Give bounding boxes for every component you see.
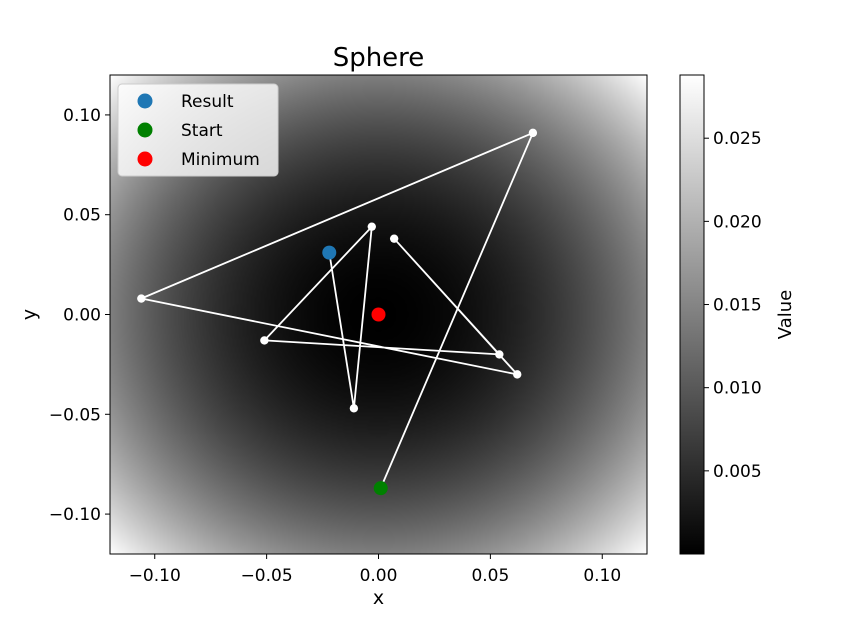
legend-marker-minimum — [137, 151, 153, 167]
x-tick-label: 0.00 — [360, 566, 398, 586]
marker-start — [373, 481, 388, 496]
colorbar-tick-label: 0.005 — [713, 462, 762, 482]
path-point — [513, 370, 522, 379]
legend-label-result: Result — [181, 92, 234, 112]
path-point — [367, 222, 376, 231]
y-axis-label: y — [19, 309, 41, 320]
path-point — [528, 128, 538, 138]
y-tick-label: 0.10 — [63, 106, 101, 126]
legend-marker-start — [137, 122, 153, 138]
marker-result — [322, 245, 337, 260]
y-tick-label: 0.05 — [63, 206, 101, 226]
path-line — [140, 131, 534, 489]
path-point — [349, 404, 359, 413]
y-axis-ticks: 0.10 0.05 0.00 −0.05 −0.10 — [49, 106, 110, 525]
y-tick-label: 0.00 — [63, 306, 101, 326]
path-point — [137, 294, 146, 303]
legend: Result Start Minimum — [117, 83, 279, 177]
colorbar-tick-label: 0.015 — [713, 296, 762, 316]
x-axis-ticks: −0.10 −0.05 0.00 0.05 0.10 — [129, 554, 621, 586]
colorbar-tick-label: 0.025 — [713, 129, 762, 149]
legend-box — [117, 83, 279, 177]
path-point — [495, 350, 504, 359]
chart-title: Sphere — [333, 43, 425, 73]
colorbar-label: Value — [775, 290, 796, 339]
legend-label-minimum: Minimum — [181, 150, 260, 170]
x-tick-label: 0.10 — [583, 566, 621, 586]
colorbar-gradient — [679, 74, 705, 555]
path-point — [389, 234, 399, 243]
y-tick-label: −0.10 — [49, 505, 101, 525]
legend-label-start: Start — [181, 121, 223, 141]
x-tick-label: −0.10 — [129, 566, 181, 586]
path-point — [260, 336, 269, 345]
x-tick-label: −0.05 — [241, 566, 293, 586]
colorbar-tick-label: 0.020 — [713, 212, 762, 232]
colorbar: 0.005 0.010 0.015 0.020 0.025 Value — [679, 74, 796, 555]
y-tick-label: −0.05 — [49, 405, 101, 425]
key-markers — [322, 245, 388, 496]
colorbar-tick-label: 0.010 — [713, 379, 762, 399]
colorbar-ticks: 0.005 0.010 0.015 0.020 0.025 — [704, 129, 762, 482]
x-tick-label: 0.05 — [471, 566, 509, 586]
legend-marker-result — [137, 93, 153, 109]
marker-minimum — [371, 307, 386, 322]
x-axis-label: x — [373, 587, 384, 609]
